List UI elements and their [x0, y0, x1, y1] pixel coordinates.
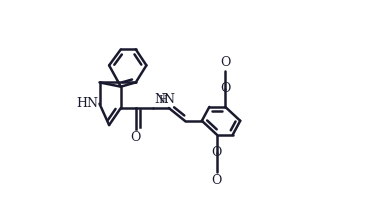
- Text: O: O: [130, 132, 141, 145]
- Text: N: N: [163, 93, 174, 106]
- Text: N: N: [154, 93, 165, 106]
- Text: HN: HN: [76, 97, 99, 110]
- Text: O: O: [212, 146, 222, 159]
- Text: O: O: [220, 82, 230, 95]
- Text: O: O: [220, 56, 230, 68]
- Text: O: O: [212, 174, 222, 187]
- Text: H: H: [158, 95, 168, 105]
